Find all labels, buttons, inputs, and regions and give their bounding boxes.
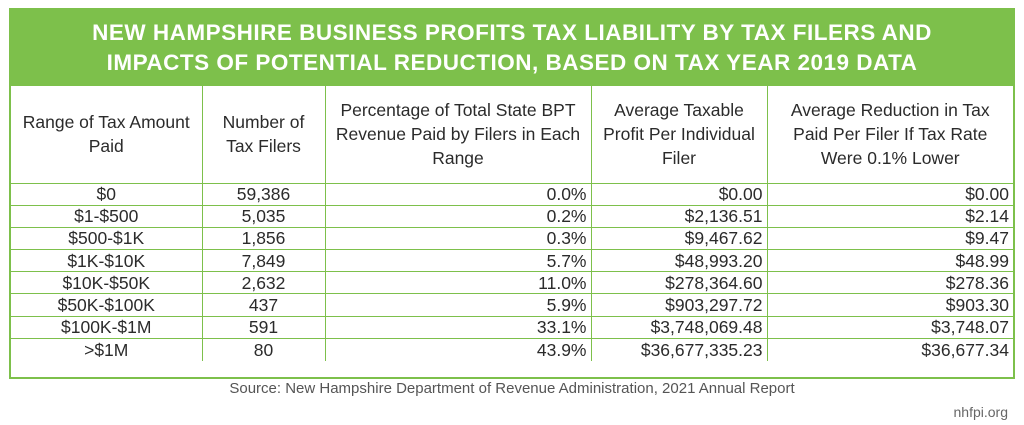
- cell-avg-reduction: $36,677.34: [766, 337, 1013, 361]
- title-line-2: IMPACTS OF POTENTIAL REDUCTION, BASED ON…: [106, 50, 918, 75]
- cell-avg-reduction: $0.00: [766, 182, 1013, 206]
- cell-percentage: 0.2%: [324, 204, 592, 228]
- header-range: Range of Tax Amount Paid: [11, 86, 203, 184]
- table-row: $10K-$50K 2,632 11.0% $278,364.60 $278.36: [11, 271, 1013, 295]
- cell-avg-reduction: $2.14: [766, 204, 1013, 228]
- cell-avg-reduction: $278.36: [766, 271, 1013, 295]
- header-filers: Number of Tax Filers: [201, 86, 326, 184]
- cell-avg-profit: $278,364.60: [590, 271, 768, 295]
- cell-percentage: 0.3%: [324, 226, 592, 251]
- cell-filers: 5,035: [201, 204, 326, 228]
- cell-filers: 437: [201, 293, 326, 317]
- cell-range: $50K-$100K: [11, 293, 203, 317]
- cell-filers: 2,632: [201, 271, 326, 295]
- cell-avg-profit: $0.00: [590, 182, 768, 206]
- cell-filers: 1,856: [201, 226, 326, 251]
- cell-percentage: 43.9%: [324, 337, 592, 361]
- table-row: $100K-$1M 591 33.1% $3,748,069.48 $3,748.07: [11, 315, 1013, 339]
- table-row: >$1M 80 43.9% $36,677,335.23 $36,677.34: [11, 337, 1013, 361]
- cell-filers: 59,386: [201, 182, 326, 206]
- cell-avg-profit: $36,677,335.23: [590, 337, 768, 361]
- cell-range: >$1M: [11, 337, 203, 361]
- cell-range: $10K-$50K: [11, 271, 203, 295]
- table-frame: NEW HAMPSHIRE BUSINESS PROFITS TAX LIABI…: [9, 8, 1015, 379]
- cell-filers: 80: [201, 337, 326, 361]
- header-avg-reduction: Average Reduction in Tax Paid Per Filer …: [766, 86, 1013, 184]
- cell-avg-profit: $903,297.72: [590, 293, 768, 317]
- cell-filers: 591: [201, 315, 326, 339]
- data-table: Range of Tax Amount Paid Number of Tax F…: [11, 86, 1013, 361]
- header-avg-profit: Average Taxable Profit Per Individual Fi…: [590, 86, 768, 184]
- cell-range: $0: [11, 182, 203, 206]
- cell-percentage: 33.1%: [324, 315, 592, 339]
- cell-range: $1-$500: [11, 204, 203, 228]
- table-row: $500-$1K 1,856 0.3% $9,467.62 $9.47: [11, 226, 1013, 251]
- cell-percentage: 11.0%: [324, 271, 592, 295]
- table-title: NEW HAMPSHIRE BUSINESS PROFITS TAX LIABI…: [11, 10, 1013, 86]
- site-url: nhfpi.org: [953, 404, 1008, 420]
- source-note: Source: New Hampshire Department of Reve…: [229, 380, 795, 397]
- cell-range: $1K-$10K: [11, 249, 203, 273]
- cell-avg-profit: $9,467.62: [590, 226, 768, 251]
- title-line-1: NEW HAMPSHIRE BUSINESS PROFITS TAX LIABI…: [92, 20, 932, 45]
- header-row: Range of Tax Amount Paid Number of Tax F…: [11, 86, 1013, 184]
- cell-range: $500-$1K: [11, 226, 203, 251]
- cell-filers: 7,849: [201, 249, 326, 273]
- table-row: $0 59,386 0.0% $0.00 $0.00: [11, 182, 1013, 206]
- header-percentage: Percentage of Total State BPT Revenue Pa…: [324, 86, 592, 184]
- cell-avg-reduction: $903.30: [766, 293, 1013, 317]
- cell-avg-profit: $48,993.20: [590, 249, 768, 273]
- table-row: $1-$500 5,035 0.2% $2,136.51 $2.14: [11, 204, 1013, 228]
- cell-percentage: 5.7%: [324, 249, 592, 273]
- cell-avg-profit: $3,748,069.48: [590, 315, 768, 339]
- cell-percentage: 5.9%: [324, 293, 592, 317]
- cell-avg-reduction: $9.47: [766, 226, 1013, 251]
- cell-avg-reduction: $48.99: [766, 249, 1013, 273]
- cell-avg-reduction: $3,748.07: [766, 315, 1013, 339]
- table-row: $50K-$100K 437 5.9% $903,297.72 $903.30: [11, 293, 1013, 317]
- cell-avg-profit: $2,136.51: [590, 204, 768, 228]
- cell-range: $100K-$1M: [11, 315, 203, 339]
- table-row: $1K-$10K 7,849 5.7% $48,993.20 $48.99: [11, 249, 1013, 273]
- cell-percentage: 0.0%: [324, 182, 592, 206]
